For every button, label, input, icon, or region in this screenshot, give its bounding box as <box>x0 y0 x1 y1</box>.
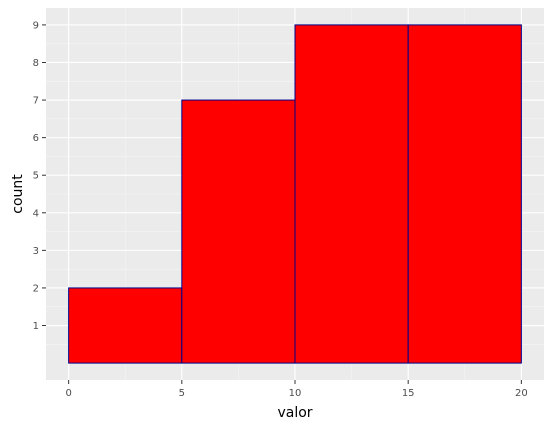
y-tick-label: 3 <box>33 246 39 257</box>
x-axis-title: valor <box>277 405 312 421</box>
y-tick-label: 7 <box>33 96 39 107</box>
x-axis-ticks: 0 5 10 15 20 <box>65 380 528 399</box>
y-tick-label: 2 <box>33 283 39 294</box>
histogram-bar <box>407 24 522 364</box>
histogram-bar <box>294 24 409 364</box>
y-axis-title: count <box>10 174 26 214</box>
y-tick-label: 8 <box>33 58 39 69</box>
x-tick-label: 20 <box>515 388 528 399</box>
y-tick-label: 6 <box>33 133 39 144</box>
y-axis-ticks: 1 2 3 4 5 6 7 8 9 <box>33 20 46 332</box>
y-tick-label: 9 <box>33 20 39 31</box>
histogram-bars <box>68 24 522 364</box>
histogram-bar <box>68 287 183 364</box>
x-tick-label: 5 <box>179 388 185 399</box>
y-tick-label: 4 <box>33 208 39 219</box>
y-tick-label: 5 <box>33 171 39 182</box>
y-tick-label: 1 <box>33 321 39 332</box>
x-tick-label: 10 <box>289 388 302 399</box>
x-tick-label: 0 <box>65 388 71 399</box>
histogram-bar <box>181 99 296 364</box>
x-tick-label: 15 <box>402 388 415 399</box>
